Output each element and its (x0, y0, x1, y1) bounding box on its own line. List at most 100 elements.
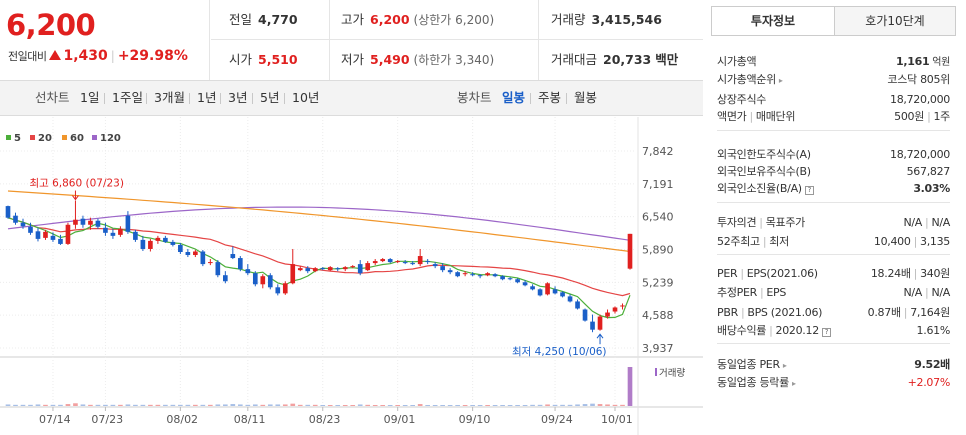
quote-grid: 전일 4,770 고가 6,200 (상한가 6,200) 거래량 3,415,546… (211, 0, 703, 80)
volume-bar (620, 404, 625, 406)
candle (470, 272, 475, 277)
tab-investment-info[interactable]: 투자정보 (712, 7, 834, 35)
investment-info-panel: 투자정보 호가10단계 시가총액 1,161 억원 시가총액순위 ▸ 코스닥 805위 상… (711, 6, 966, 435)
tab-10y[interactable]: 10년 (292, 90, 320, 105)
info-row-label[interactable]: 동일업종 등락률 ▸ (717, 376, 796, 389)
change-rate: +29.98% (117, 48, 188, 64)
caret-right-icon: ▸ (778, 76, 783, 85)
volume-bar (582, 404, 588, 406)
volume-bar (612, 404, 618, 406)
candle (245, 264, 251, 276)
candle (507, 277, 513, 281)
chart-annotations: 최고 6,860 (07/23) 최저 4,250 (10/06) (29, 178, 606, 359)
info-row-value: 0.87배 | 7,164원 (867, 306, 951, 319)
candle (5, 205, 11, 219)
candle (267, 273, 273, 290)
volume-bar (50, 404, 56, 406)
high-annotation: 최고 6,860 (07/23) (29, 178, 124, 190)
info-row-value: N/A | N/A (903, 216, 950, 229)
info-row-value: 500원 | 1주 (894, 110, 950, 123)
info-divider (717, 202, 950, 203)
caret-right-icon: ▸ (791, 379, 796, 388)
volume-bar (155, 404, 161, 406)
volume-bar (193, 404, 198, 406)
volume-bar (350, 405, 356, 406)
candle (590, 314, 595, 333)
candle-chart-header: 봉차트 (457, 90, 492, 105)
info-row-value: N/A | N/A (903, 286, 950, 299)
candle (567, 294, 573, 303)
info-divider (717, 254, 950, 255)
tab-order-book[interactable]: 호가10단계 (834, 7, 955, 35)
volume-bar (58, 404, 63, 406)
quote-row: 시가 5,510 저가 5,490 (하한가 3,340) 거래대금 20,733 백… (211, 40, 703, 80)
x-tick-label: 08/23 (309, 413, 341, 426)
volume-label: 거래량 (659, 367, 685, 379)
y-axis-ticks: 7,842 7,191 6,540 5,890 5,239 4,588 3,937 (642, 145, 674, 355)
candle (387, 258, 393, 264)
info-row-value: 18.24배 | 340원 (870, 267, 950, 280)
info-row-label[interactable]: 시가총액순위 ▸ (717, 73, 783, 86)
candle (140, 235, 146, 251)
tab-3m[interactable]: 3개월 (154, 90, 185, 105)
help-icon[interactable]: ? (804, 186, 814, 195)
candle (485, 272, 490, 277)
volume-bar (470, 405, 475, 406)
candle (432, 262, 438, 269)
tab-5y[interactable]: 5년 (260, 90, 280, 105)
tab-daily[interactable]: 일봉 (502, 90, 526, 105)
help-icon[interactable]: ? (821, 328, 831, 337)
volume-bar (575, 404, 580, 406)
info-row-value: 9.52배 (914, 358, 950, 371)
tab-monthly[interactable]: 월봉 (574, 90, 598, 105)
candle (395, 260, 401, 264)
tab-divider (284, 93, 285, 104)
period-tab-bar: 선차트 1일 1주일 3개월 1년 3년 5년 10년 봉차트 일봉 주봉 월봉 (0, 80, 703, 116)
tab-1y[interactable]: 1년 (197, 90, 217, 105)
volume-bar (73, 403, 78, 406)
candle (252, 271, 258, 287)
tab-weekly[interactable]: 주봉 (538, 90, 562, 105)
volume-bar (447, 405, 453, 406)
legend-label: 120 (100, 133, 121, 144)
price-change: 전일대비 1,430 | +29.98% (8, 48, 188, 64)
ma5-line (7, 217, 631, 319)
candle (402, 260, 408, 265)
caret-right-icon: ▸ (782, 361, 787, 370)
volume-bar (395, 405, 401, 406)
volume-bar (208, 404, 213, 406)
candle (193, 249, 198, 258)
tab-1d[interactable]: 1일 (80, 90, 100, 105)
x-tick-label: 08/02 (166, 413, 198, 426)
y-tick-label: 7,842 (642, 145, 674, 158)
volume-bar (170, 404, 176, 406)
stock-chart: 7,842 7,191 6,540 5,890 5,239 4,588 3,937 5 20 6… (0, 117, 703, 435)
candle (372, 259, 378, 266)
volume-bar (178, 404, 183, 406)
volume-bar (140, 404, 146, 406)
tab-1w[interactable]: 1주일 (112, 90, 143, 105)
candle (410, 261, 415, 266)
info-row: 상장주식수 18,720,000 (717, 91, 950, 109)
chart-legend: 5 20 60 120 (6, 133, 121, 144)
info-row-label[interactable]: 동일업종 PER ▸ (717, 358, 787, 371)
legend-swatch (30, 135, 35, 140)
quote-low: 저가 5,490 (하한가 3,340) (341, 52, 495, 67)
candle (58, 234, 63, 245)
x-tick-label: 10/01 (601, 413, 633, 426)
candle (155, 235, 161, 244)
volume-bar (118, 404, 123, 406)
volume-bar (237, 404, 243, 406)
tab-3y[interactable]: 3년 (228, 90, 248, 105)
up-arrow-icon (596, 333, 604, 339)
volume-bar (43, 404, 48, 406)
volume-bar (110, 404, 116, 406)
quote-high: 고가 6,200 (상한가 6,200) (341, 12, 495, 27)
y-tick-label: 7,191 (642, 178, 674, 191)
info-row: 외국인한도주식수(A) 18,720,000 (717, 146, 950, 164)
volume-bar (402, 405, 408, 406)
quote-prev-close: 전일 4,770 (229, 12, 298, 27)
candle (342, 266, 348, 272)
ma20-line (7, 217, 631, 297)
info-row-label: 외국인소진율(B/A)? (717, 180, 814, 198)
